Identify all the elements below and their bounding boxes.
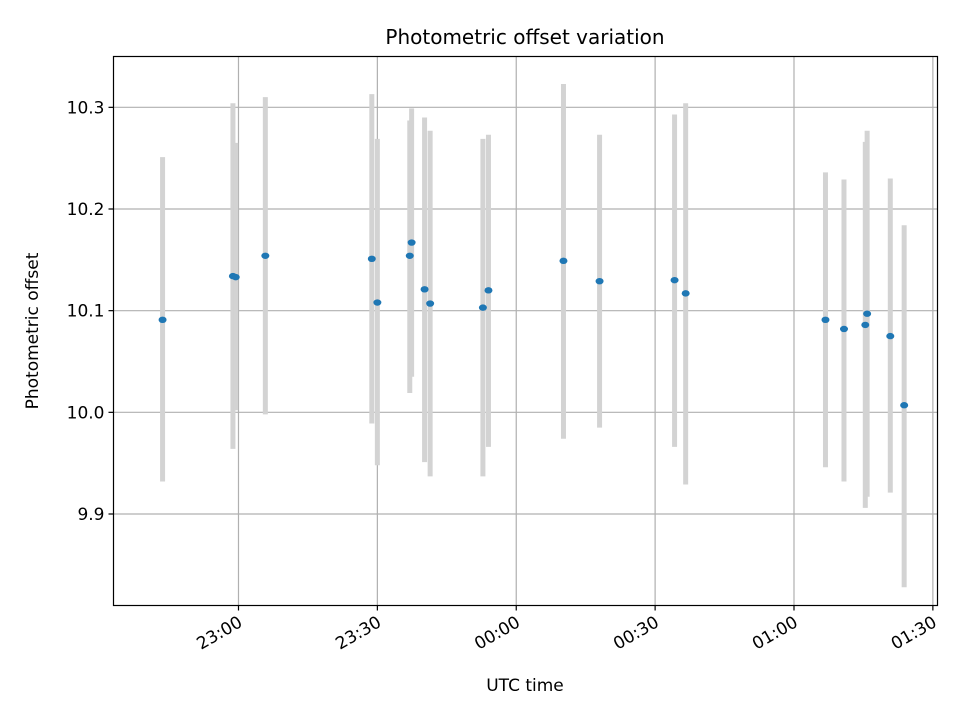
data-point (681, 290, 690, 297)
y-tick-label: 9.9 (77, 505, 104, 525)
data-point (420, 286, 429, 293)
data-point (863, 310, 872, 317)
data-point (861, 321, 870, 329)
data-point (426, 300, 435, 307)
data-point (595, 277, 604, 285)
data-point (670, 276, 679, 284)
data-point (367, 255, 376, 263)
y-tick-label: 10.2 (67, 200, 105, 220)
x-axis-label: UTC time (486, 676, 564, 696)
y-tick-label: 10.3 (67, 98, 105, 118)
y-axis-label: Photometric offset (23, 252, 43, 409)
y-tick-label: 10.1 (67, 302, 105, 322)
data-point (478, 304, 487, 311)
data-point (484, 287, 493, 294)
chart-title: Photometric offset variation (385, 25, 664, 49)
data-point (821, 316, 830, 324)
data-point (407, 239, 416, 246)
data-point (373, 299, 382, 306)
data-points (158, 239, 909, 409)
data-point (405, 252, 414, 259)
grid (113, 56, 938, 606)
data-point (261, 252, 270, 259)
data-point (158, 316, 167, 324)
plot-frame (112, 55, 939, 607)
data-point (900, 402, 909, 409)
data-point (839, 325, 848, 333)
data-point (559, 257, 568, 265)
y-axis-ticks: 9.9 10.0 10.1 10.2 10.3 (67, 98, 114, 525)
data-point (886, 332, 895, 340)
y-tick-label: 10.0 (67, 403, 105, 423)
data-point (231, 273, 240, 281)
